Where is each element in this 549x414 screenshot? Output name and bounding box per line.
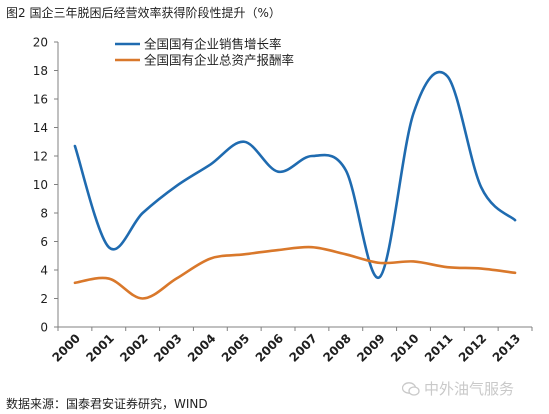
- x-tick-label: 2005: [219, 331, 253, 365]
- x-tick-label: 2004: [185, 331, 219, 365]
- x-tick-label: 2003: [151, 331, 185, 365]
- chart-container: 0 2 4 6 8 10 12 14 16 18 20 2000 2001 2002 2003 2004 200…: [0, 24, 549, 382]
- source-note: 数据来源：国泰君安证券研究，WIND: [6, 397, 208, 411]
- y-tick-label: 8: [40, 207, 48, 221]
- legend-label: 全国国有企业总资产报酬率: [144, 53, 294, 68]
- x-tick-label: 2001: [83, 331, 117, 365]
- chart-series: [73, 70, 517, 300]
- x-tick-label: 2011: [422, 331, 456, 365]
- y-tick-label: 0: [40, 321, 48, 335]
- y-tick-label: 4: [40, 264, 48, 278]
- y-tick-label: 14: [33, 121, 48, 135]
- x-tick-label: 2012: [456, 331, 490, 365]
- y-tick-label: 2: [40, 292, 48, 306]
- wechat-logo-icon: [402, 381, 420, 396]
- x-tick-label: 2007: [287, 331, 321, 365]
- x-tick-label: 2009: [354, 331, 388, 365]
- x-tick-label: 2013: [490, 331, 524, 365]
- watermark-text: 中外油气服务: [424, 380, 515, 398]
- y-tick-label: 6: [40, 235, 48, 249]
- x-tick-label: 2000: [50, 331, 84, 365]
- y-tick-label: 18: [33, 64, 48, 78]
- chart-title: 图2 国企三年脱困后经营效率获得阶段性提升（%）: [6, 6, 281, 20]
- x-tick-label: 2006: [253, 331, 287, 365]
- x-tick-label: 2008: [320, 331, 354, 365]
- series-line-1: [73, 70, 517, 279]
- x-tick-label: 2010: [388, 331, 422, 365]
- watermark: 中外油气服务: [402, 378, 514, 399]
- y-tick-label: 16: [33, 93, 48, 107]
- legend-label: 全国国有企业销售增长率: [144, 37, 282, 52]
- y-tick-label: 10: [33, 178, 48, 192]
- y-tick-label: 12: [33, 150, 48, 164]
- series-line-2: [73, 245, 517, 300]
- x-tick-label: 2002: [117, 331, 151, 365]
- y-tick-label: 20: [33, 36, 48, 50]
